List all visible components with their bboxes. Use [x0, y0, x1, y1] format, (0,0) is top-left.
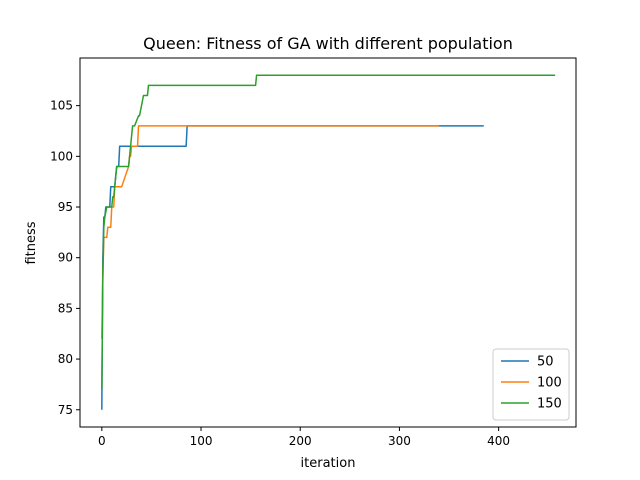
y-tick-label: 100 [50, 149, 73, 163]
plot-frame [79, 57, 577, 428]
plot-area [101, 74, 556, 410]
legend: 50 100 150 [492, 348, 570, 421]
x-tick-label: 400 [487, 434, 510, 448]
y-tick-label: 80 [58, 352, 73, 366]
y-axis-label: fitness [24, 221, 39, 264]
x-axis-label: iteration [301, 456, 356, 471]
legend-label: 150 [537, 397, 562, 412]
x-tick-label: 0 [98, 434, 106, 448]
y-axis: 75 80 85 90 95 100 105 [50, 99, 80, 417]
series-line-100 [101, 125, 440, 339]
x-axis: 0 100 200 300 400 [98, 427, 510, 448]
legend-label: 100 [537, 376, 562, 391]
y-tick-label: 75 [58, 403, 73, 417]
y-tick-label: 105 [50, 99, 73, 113]
legend-label: 50 [537, 355, 554, 370]
y-tick-label: 85 [58, 301, 73, 315]
y-tick-label: 95 [58, 200, 73, 214]
chart-title: Queen: Fitness of GA with different popu… [143, 34, 513, 53]
x-tick-label: 200 [289, 434, 312, 448]
y-tick-label: 90 [58, 251, 73, 265]
series-line-150 [101, 74, 556, 390]
series-line-50 [101, 125, 484, 410]
x-tick-label: 300 [388, 434, 411, 448]
x-tick-label: 100 [190, 434, 213, 448]
